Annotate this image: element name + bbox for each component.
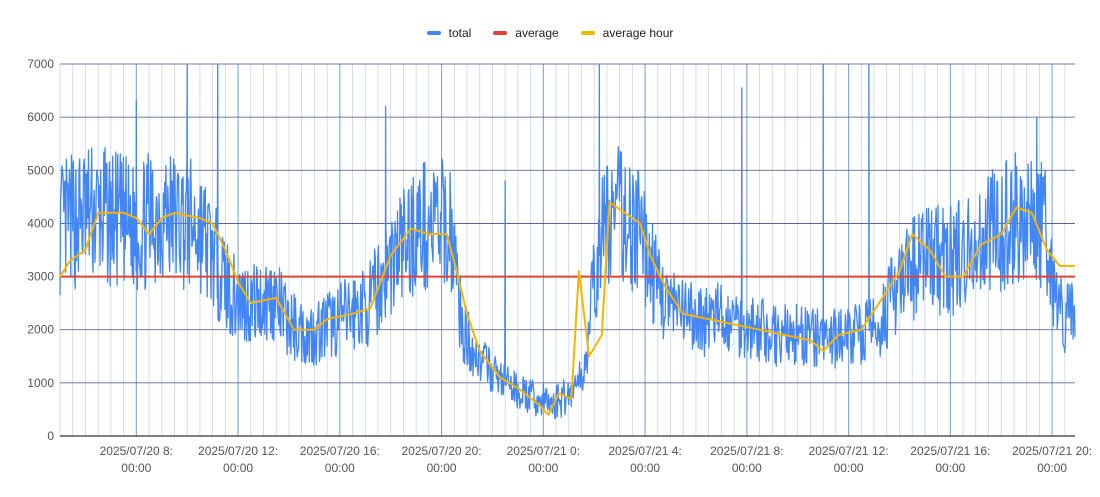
legend-label-average-hour: average hour <box>602 26 674 40</box>
x-tick-label: 2025/07/21 4: 00:00 <box>608 444 681 475</box>
x-tick-label: 2025/07/20 12: 00:00 <box>198 444 278 475</box>
y-tick-label: 4000 <box>27 216 54 230</box>
x-tick-label-line: 00:00 <box>121 461 151 475</box>
y-tick-label: 5000 <box>27 163 54 177</box>
y-axis-labels: 0 1000 2000 3000 4000 5000 6000 7000 <box>27 57 54 443</box>
legend-swatch-total <box>426 31 441 35</box>
x-tick-label-line: 2025/07/21 8: <box>710 444 783 458</box>
legend-item-average-hour[interactable]: average hour <box>580 26 674 40</box>
y-tick-label: 7000 <box>27 57 54 71</box>
x-tick-label: 2025/07/20 8: 00:00 <box>100 444 173 475</box>
legend-swatch-average-hour <box>580 31 595 35</box>
x-tick-label: 2025/07/21 16: 00:00 <box>910 444 990 475</box>
x-tick-label-line: 00:00 <box>223 461 253 475</box>
x-tick-label: 2025/07/21 0: 00:00 <box>507 444 580 475</box>
x-tick-label-line: 00:00 <box>834 461 864 475</box>
series-layer <box>59 63 1076 420</box>
x-tick-label-line: 2025/07/21 12: <box>809 444 889 458</box>
x-tick-label-line: 2025/07/21 20: <box>1012 444 1092 458</box>
y-tick-label: 3000 <box>27 270 54 284</box>
x-tick-label: 2025/07/21 8: 00:00 <box>710 444 783 475</box>
x-tick-label: 2025/07/21 20: 00:00 <box>1012 444 1092 475</box>
x-tick-label-line: 2025/07/20 8: <box>100 444 173 458</box>
x-tick-label-line: 00:00 <box>1037 461 1067 475</box>
chart-legend: total average average hour <box>0 24 1100 42</box>
x-tick-label-line: 00:00 <box>325 461 355 475</box>
x-tick-label-line: 2025/07/21 4: <box>608 444 681 458</box>
legend-swatch-average <box>493 31 508 35</box>
y-tick-label: 0 <box>47 429 54 443</box>
legend-item-average[interactable]: average <box>493 26 559 40</box>
x-tick-label-line: 2025/07/20 16: <box>300 444 380 458</box>
legend-item-total[interactable]: total <box>426 26 472 40</box>
x-tick-label-line: 00:00 <box>732 461 762 475</box>
legend-label-total: total <box>448 26 472 40</box>
x-tick-label-line: 2025/07/20 12: <box>198 444 278 458</box>
x-tick-label: 2025/07/20 16: 00:00 <box>300 444 380 475</box>
y-tick-label: 1000 <box>27 376 54 390</box>
x-tick-label-line: 2025/07/21 0: <box>507 444 580 458</box>
x-tick-label: 2025/07/20 20: 00:00 <box>402 444 482 475</box>
x-tick-label-line: 2025/07/21 16: <box>910 444 990 458</box>
x-tick-label-line: 00:00 <box>528 461 558 475</box>
legend-label-average: average <box>515 26 559 40</box>
series-line-average-hour <box>59 201 1075 416</box>
y-tick-label: 6000 <box>27 110 54 124</box>
x-tick-label-line: 00:00 <box>427 461 457 475</box>
x-tick-label-line: 2025/07/20 20: <box>402 444 482 458</box>
y-tick-label: 2000 <box>27 323 54 337</box>
x-tick-label-line: 00:00 <box>935 461 965 475</box>
x-tick-label-line: 00:00 <box>630 461 660 475</box>
x-tick-label: 2025/07/21 12: 00:00 <box>809 444 889 475</box>
